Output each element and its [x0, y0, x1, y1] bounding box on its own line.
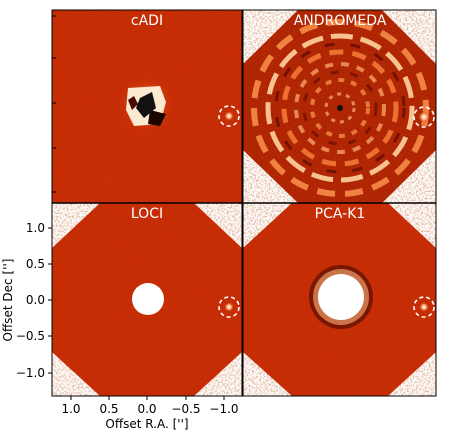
- pca-companion: [419, 302, 429, 312]
- panel-title-loci: LOCI: [131, 206, 163, 222]
- andromeda-companion-marker: [413, 106, 435, 128]
- loci-companion: [224, 302, 234, 312]
- y-tick-label: 0.5: [26, 257, 45, 271]
- x-tick-label: 0.5: [99, 402, 118, 416]
- x-tick-label: 0.0: [137, 402, 156, 416]
- panel-title-cadi: cADI: [131, 13, 163, 29]
- loci-mask: [132, 283, 164, 315]
- cadi-companion-marker: [218, 105, 240, 127]
- y-tick-label: 1.0: [26, 221, 45, 235]
- andromeda-companion: [418, 111, 430, 123]
- y-axis-label: Offset Dec ['']: [1, 259, 15, 342]
- y-axis: 1.0 0.5 0.0 −0.5 −1.0 Offset Dec ['']: [1, 221, 52, 380]
- x-axis: 1.0 0.5 0.0 −0.5 −1.0 Offset R.A. ['']: [61, 396, 239, 431]
- pca-mask: [318, 274, 364, 320]
- panel-frames: [51, 9, 437, 397]
- loci-companion-marker: [218, 296, 240, 318]
- y-tick-label: −1.0: [16, 366, 45, 380]
- y-tick-label: −0.5: [16, 329, 45, 343]
- panel-cadi: cADI: [52, 10, 242, 203]
- cadi-companion: [224, 111, 234, 121]
- panel-title-andromeda: ANDROMEDA: [294, 13, 387, 29]
- panel-andromeda: ANDROMEDA: [243, 10, 436, 203]
- x-axis-label: Offset R.A. ['']: [105, 417, 188, 431]
- panel-loci: LOCI: [52, 203, 242, 396]
- y-tick-label: 0.0: [26, 293, 45, 307]
- x-tick-label: −0.5: [171, 402, 200, 416]
- cadi-residual-core: [126, 86, 166, 126]
- x-tick-label: −1.0: [209, 402, 238, 416]
- panel-title-pca-k1: PCA-K1: [315, 206, 366, 222]
- panel-pca-k1: PCA-K1: [243, 203, 436, 396]
- x-tick-label: 1.0: [61, 402, 80, 416]
- top-left-ticks: [52, 15, 56, 193]
- pca-companion-marker: [413, 296, 435, 318]
- andromeda-rings: [251, 19, 429, 197]
